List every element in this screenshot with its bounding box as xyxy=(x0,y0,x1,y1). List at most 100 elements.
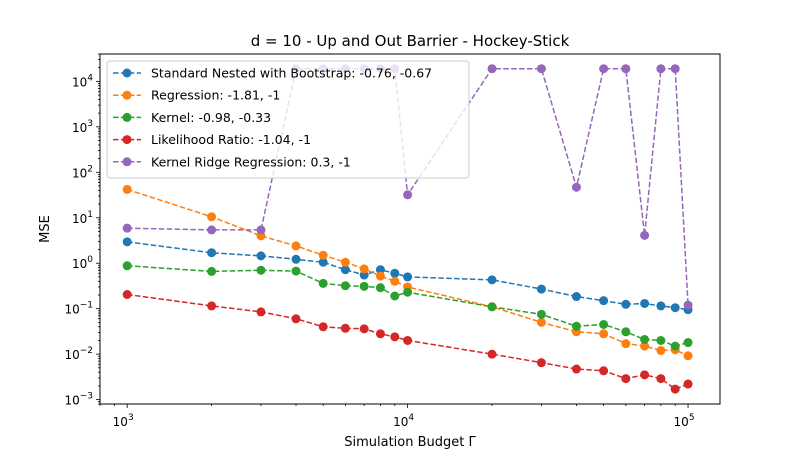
data-point xyxy=(571,321,581,331)
data-point xyxy=(621,339,631,349)
data-point xyxy=(599,296,609,306)
data-point xyxy=(207,212,217,222)
data-point xyxy=(599,64,609,74)
data-point xyxy=(599,366,609,376)
y-tick-label: 104 xyxy=(72,73,93,89)
y-tick-label: 10−3 xyxy=(64,392,93,408)
data-point xyxy=(359,324,369,334)
data-point xyxy=(390,276,400,286)
data-point xyxy=(390,332,400,342)
legend-label: Regression: -1.81, -1 xyxy=(151,88,280,103)
legend-label: Standard Nested with Bootstrap: -0.76, -… xyxy=(151,66,432,81)
data-point xyxy=(256,225,266,235)
data-point xyxy=(640,230,650,240)
data-point xyxy=(318,257,328,267)
data-point xyxy=(640,298,650,308)
data-point xyxy=(122,237,132,247)
data-point xyxy=(536,284,546,294)
data-point xyxy=(621,299,631,309)
data-point xyxy=(122,184,132,194)
data-point xyxy=(621,327,631,337)
x-tick-label: 105 xyxy=(674,413,695,429)
legend-swatch-marker xyxy=(122,90,132,100)
data-point xyxy=(256,307,266,317)
data-point xyxy=(683,351,693,361)
legend-label: Kernel: -0.98, -0.33 xyxy=(151,110,271,125)
data-point xyxy=(122,290,132,300)
data-point xyxy=(640,334,650,344)
x-tick-label: 103 xyxy=(113,413,134,429)
data-point xyxy=(291,266,301,276)
legend-item: Kernel Ridge Regression: 0.3, -1 xyxy=(113,154,351,169)
data-point xyxy=(670,341,680,351)
y-tick-label: 100 xyxy=(72,255,93,271)
legend-swatch-marker xyxy=(122,157,132,167)
x-tick-label: 104 xyxy=(393,413,414,429)
data-point xyxy=(340,265,350,275)
data-point xyxy=(122,223,132,233)
data-point xyxy=(599,319,609,329)
data-point xyxy=(640,370,650,380)
legend: Standard Nested with Bootstrap: -0.76, -… xyxy=(106,60,470,179)
chart-title: d = 10 - Up and Out Barrier - Hockey-Sti… xyxy=(251,32,570,50)
data-point xyxy=(670,64,680,74)
data-point xyxy=(207,248,217,258)
data-point xyxy=(359,264,369,274)
y-tick-label: 10−2 xyxy=(64,346,93,362)
legend-item: Standard Nested with Bootstrap: -0.76, -… xyxy=(113,66,432,81)
legend-label: Kernel Ridge Regression: 0.3, -1 xyxy=(151,154,351,169)
data-point xyxy=(375,329,385,339)
data-point xyxy=(256,265,266,275)
data-point xyxy=(640,341,650,351)
data-point xyxy=(375,265,385,275)
legend-swatch-marker xyxy=(122,135,132,145)
data-point xyxy=(656,335,666,345)
data-point xyxy=(375,283,385,293)
data-point xyxy=(390,268,400,278)
data-point xyxy=(487,64,497,74)
data-point xyxy=(291,254,301,264)
data-point xyxy=(571,182,581,192)
data-point xyxy=(683,300,693,310)
data-point xyxy=(207,301,217,311)
y-tick-label: 101 xyxy=(72,210,93,226)
y-tick-label: 10−1 xyxy=(64,301,93,317)
data-point xyxy=(340,323,350,333)
data-point xyxy=(621,64,631,74)
data-point xyxy=(291,314,301,324)
data-point xyxy=(207,225,217,235)
data-point xyxy=(359,281,369,291)
data-point xyxy=(256,251,266,261)
data-point xyxy=(403,335,413,345)
data-point xyxy=(571,292,581,302)
series-0 xyxy=(122,237,693,315)
data-point xyxy=(207,266,217,276)
data-point xyxy=(403,190,413,200)
data-point xyxy=(291,241,301,251)
data-point xyxy=(318,322,328,332)
legend-swatch-marker xyxy=(122,112,132,122)
x-axis: 103 104 105 xyxy=(99,404,695,429)
data-point xyxy=(318,250,328,260)
data-point xyxy=(536,317,546,327)
data-point xyxy=(656,346,666,356)
data-point xyxy=(670,384,680,394)
data-point xyxy=(122,261,132,271)
data-point xyxy=(403,272,413,282)
data-point xyxy=(656,64,666,74)
data-point xyxy=(318,278,328,288)
legend-item: Regression: -1.81, -1 xyxy=(113,88,280,103)
data-point xyxy=(487,275,497,285)
data-point xyxy=(536,358,546,368)
legend-item: Likelihood Ratio: -1.04, -1 xyxy=(113,132,311,147)
data-point xyxy=(670,303,680,313)
data-point xyxy=(536,309,546,319)
x-axis-label: Simulation Budget Γ xyxy=(344,435,476,450)
data-point xyxy=(487,302,497,312)
y-axis-label: MSE xyxy=(38,215,53,243)
data-point xyxy=(340,281,350,291)
legend-item: Kernel: -0.98, -0.33 xyxy=(113,110,271,125)
data-point xyxy=(656,301,666,311)
data-point xyxy=(536,64,546,74)
